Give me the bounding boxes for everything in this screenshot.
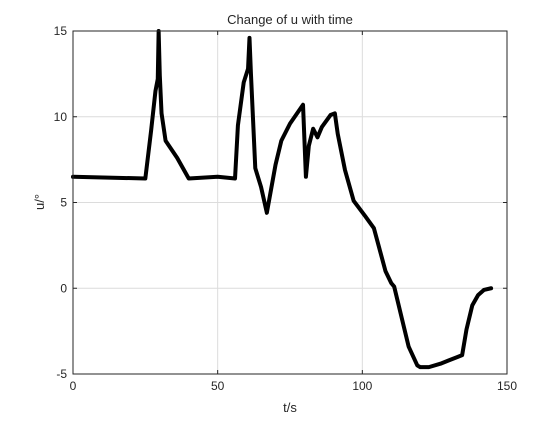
series-line <box>71 29 494 370</box>
chart-title: Change of u with time <box>227 12 353 27</box>
x-axis-label: t/s <box>283 400 297 415</box>
x-tick-label: 100 <box>352 379 372 393</box>
y-tick-label: -5 <box>56 367 67 381</box>
x-tick-label: 50 <box>211 379 225 393</box>
y-tick-label: 5 <box>60 196 67 210</box>
series-group <box>71 29 494 370</box>
x-tick-label: 150 <box>497 379 517 393</box>
y-tick-label: 0 <box>60 281 67 295</box>
y-axis-label: u/° <box>32 194 47 210</box>
y-tick-label: 10 <box>54 110 68 124</box>
x-tick-label: 0 <box>70 379 77 393</box>
y-tick-label: 15 <box>54 24 68 38</box>
grid <box>73 31 507 374</box>
